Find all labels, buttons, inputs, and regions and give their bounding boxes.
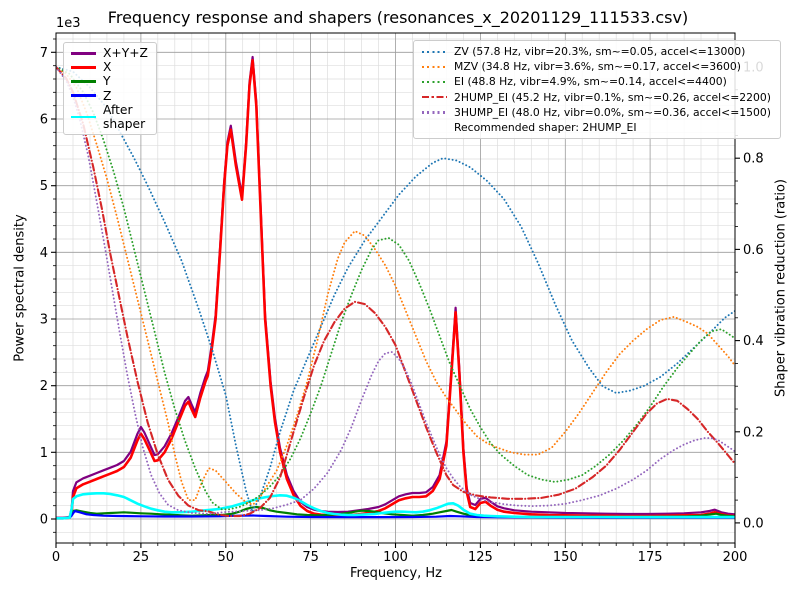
- series-line-x-y-z: [56, 55, 735, 519]
- series-line-after-shaper: [56, 492, 735, 520]
- legend-shapers-label: MZV (34.8 Hz, vibr=3.6%, sm~=0.17, accel…: [454, 60, 741, 74]
- legend-line-sample: [422, 50, 447, 53]
- x-tick-label: 75: [302, 550, 319, 565]
- x-tick-label: 200: [723, 550, 748, 565]
- x-tick-label: 125: [468, 550, 493, 565]
- legend-line-sample: [422, 96, 447, 99]
- legend-line-sample: [71, 51, 96, 55]
- legend-shapers-label: 3HUMP_EI (48.0 Hz, vibr=0.0%, sm~=0.36, …: [454, 105, 771, 119]
- legend-psd-item: Z: [71, 89, 148, 103]
- legend-shapers-item: ZV (57.8 Hz, vibr=20.3%, sm~=0.05, accel…: [422, 44, 771, 59]
- series-line-3hump-ei: [56, 66, 735, 515]
- legend-shapers-label: ZV (57.8 Hz, vibr=20.3%, sm~=0.05, accel…: [454, 45, 746, 58]
- y-right-tick-label: 0.6: [743, 243, 764, 258]
- legend-shapers-label: 2HUMP_EI (45.2 Hz, vibr=0.1%, sm~=0.26, …: [454, 90, 771, 104]
- x-axis-label: Frequency, Hz: [349, 566, 443, 581]
- series-group: [56, 55, 735, 520]
- legend-psd: X+Y+Z X Y Z After shaper: [63, 42, 157, 136]
- legend-line-sample: [71, 115, 96, 119]
- x-tick-label: 150: [553, 550, 578, 565]
- y-axis-offset-label: 1e3: [56, 16, 81, 31]
- plot-border: [55, 32, 736, 544]
- legend-shapers-label: EI (48.8 Hz, vibr=4.9%, sm~=0.14, accel<…: [454, 75, 727, 89]
- y-left-tick-label: 1: [40, 446, 48, 461]
- series-line-zv: [56, 66, 735, 513]
- y-axis-label-right: Shaper vibration reduction (ratio): [773, 179, 789, 397]
- legend-shapers-item: 3HUMP_EI (48.0 Hz, vibr=0.0%, sm~=0.36, …: [422, 105, 771, 120]
- y-left-tick-label: 2: [40, 379, 48, 394]
- grid-minor: [56, 33, 735, 543]
- x-tick-label: 25: [133, 550, 150, 565]
- legend-line-sample: [422, 80, 447, 84]
- legend-psd-item: After shaper: [71, 103, 148, 131]
- y-left-tick-label: 3: [40, 313, 48, 328]
- legend-shapers-item: MZV (34.8 Hz, vibr=3.6%, sm~=0.17, accel…: [422, 59, 771, 74]
- y-right-tick-label: 0.8: [743, 152, 764, 167]
- legend-line-sample: [422, 65, 447, 68]
- legend-psd-item: X+Y+Z: [71, 46, 148, 60]
- series-line-mzv: [56, 66, 735, 506]
- legend-shapers: ZV (57.8 Hz, vibr=20.3%, sm~=0.05, accel…: [413, 40, 781, 140]
- series-line-ei: [56, 66, 735, 511]
- series-line-2hump-ei: [56, 65, 735, 518]
- x-tick-label: 175: [638, 550, 663, 565]
- x-tick-label: 100: [383, 550, 408, 565]
- y-left-tick-label: 6: [40, 113, 48, 128]
- y-left-tick-label: 5: [40, 179, 48, 194]
- x-tick-label: 0: [52, 550, 60, 565]
- y-left-tick-label: 7: [40, 46, 48, 61]
- legend-line-sample: [71, 94, 96, 98]
- legend-psd-label: X+Y+Z: [103, 46, 148, 60]
- legend-psd-item: X: [71, 60, 148, 74]
- legend-shapers-item: 2HUMP_EI (45.2 Hz, vibr=0.1%, sm~=0.26, …: [422, 90, 771, 105]
- y-right-tick-label: 0.4: [743, 334, 764, 349]
- chart-title: Frequency response and shapers (resonanc…: [107, 8, 689, 27]
- legend-shapers-label: Recommended shaper: 2HUMP_EI: [454, 121, 637, 135]
- legend-psd-label: After shaper: [103, 102, 146, 132]
- y-right-tick-label: 0.2: [743, 425, 764, 440]
- legend-shapers-item: EI (48.8 Hz, vibr=4.9%, sm~=0.14, accel<…: [422, 74, 771, 89]
- x-tick-label: 50: [218, 550, 235, 565]
- legend-line-sample: [422, 111, 447, 114]
- series-line-x: [56, 59, 735, 520]
- legend-line-sample: [71, 65, 96, 69]
- y-axis-label-left: Power spectral density: [12, 214, 28, 362]
- y-left-tick-label: 4: [40, 246, 48, 261]
- legend-psd-label: Z: [103, 88, 112, 103]
- legend-shapers-item: Recommended shaper: 2HUMP_EI: [422, 120, 771, 135]
- legend-line-sample: [71, 80, 96, 83]
- legend-psd-label: Y: [103, 74, 111, 89]
- y-left-tick-label: 0: [40, 513, 48, 528]
- legend-psd-item: Y: [71, 74, 148, 88]
- y-right-tick-label: 0.0: [743, 516, 764, 531]
- legend-psd-label: X: [103, 60, 112, 75]
